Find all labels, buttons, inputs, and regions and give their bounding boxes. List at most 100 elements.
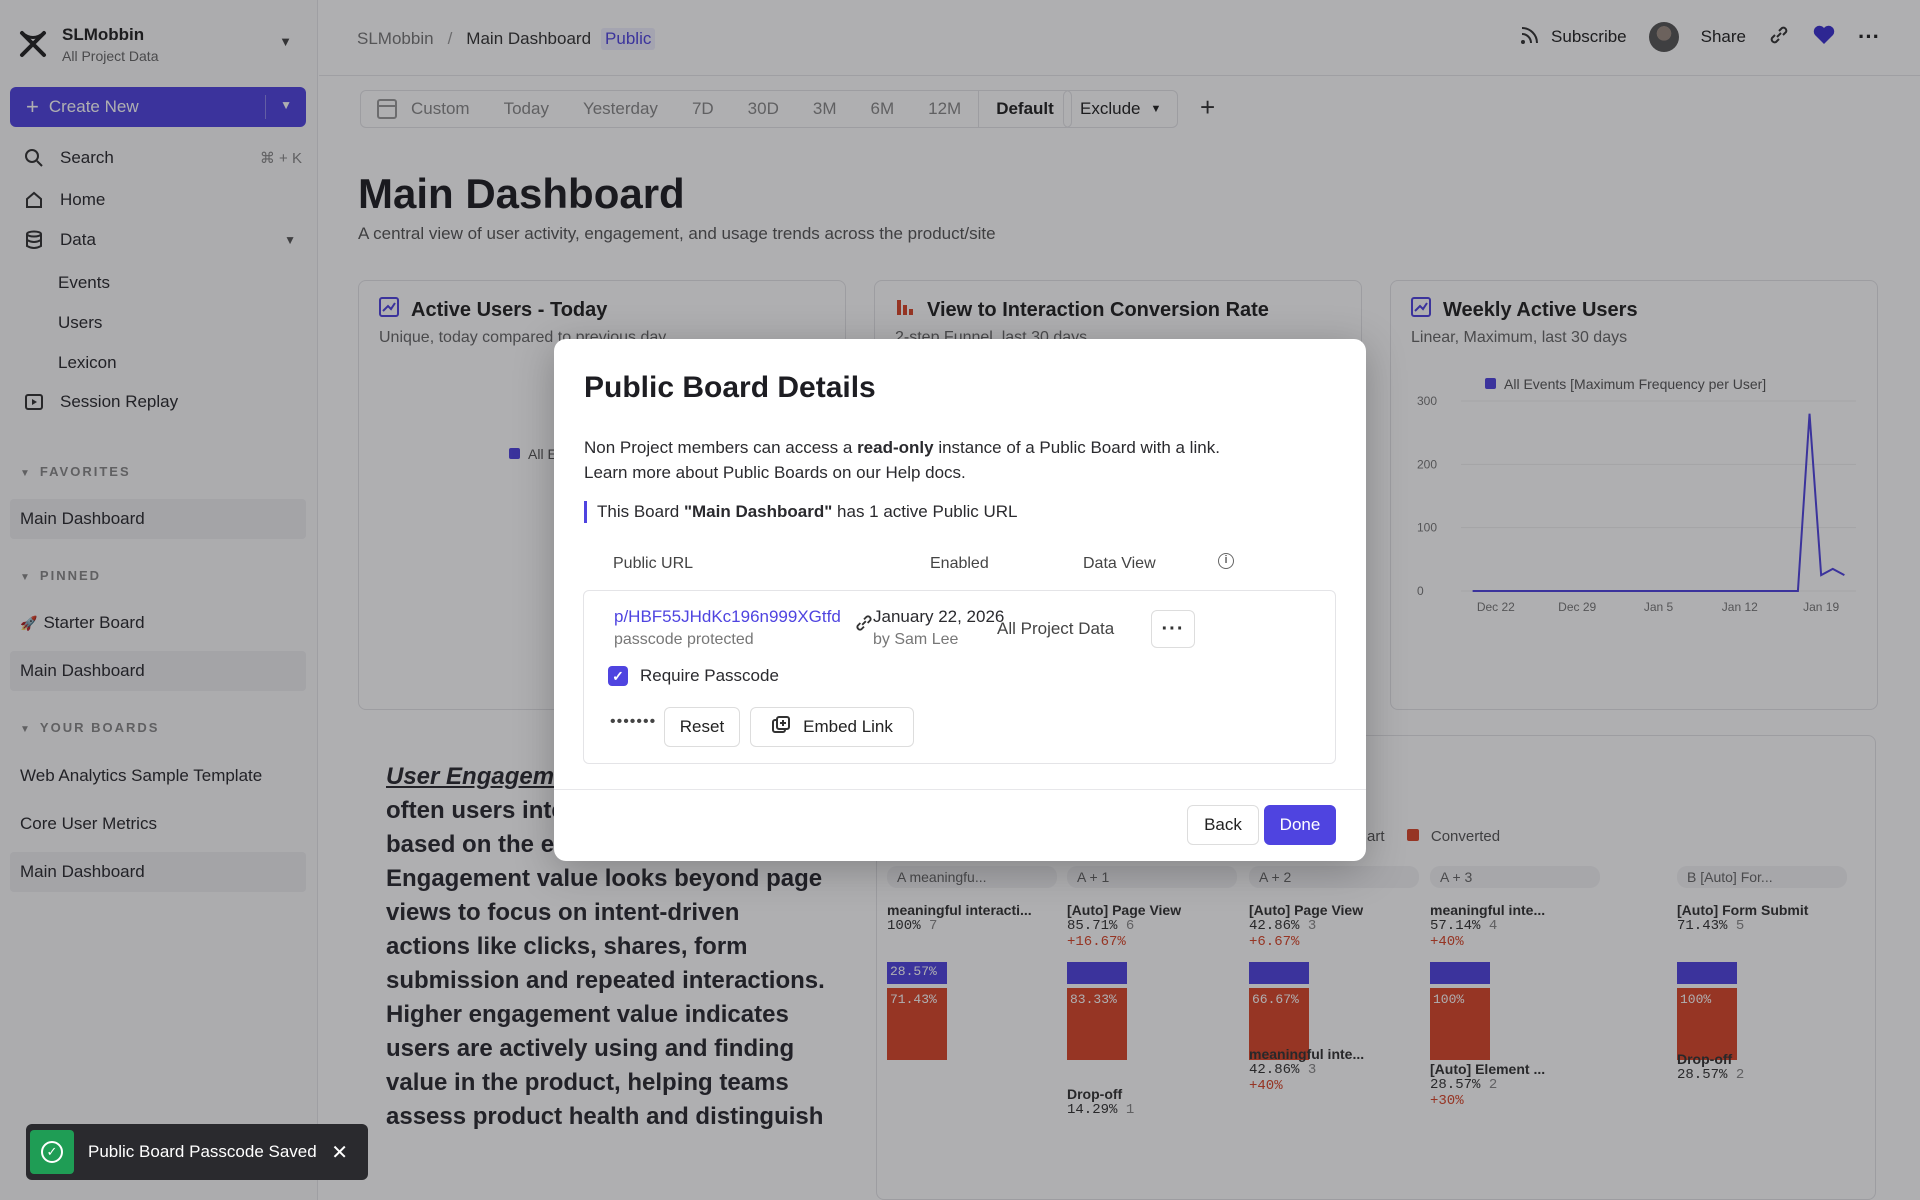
more-icon[interactable]: ···	[1858, 24, 1880, 49]
step-count: 5	[1735, 918, 1745, 934]
sidebar-item-search[interactable]: Search ⌘ + K	[22, 143, 302, 173]
board-item[interactable]: Web Analytics Sample Template	[20, 766, 263, 785]
note-post: has 1 active Public URL	[832, 502, 1018, 521]
require-passcode-label: Require Passcode	[640, 666, 779, 685]
filter-30d[interactable]: 30D	[747, 99, 779, 118]
conversion-title: View to Interaction Conversion Rate	[927, 298, 1269, 321]
avatar[interactable]	[1648, 22, 1679, 52]
funnel-step[interactable]: A + 3 meaningful inte... 57.14% 4 +40% 100%	[1430, 866, 1600, 1060]
modal-description: Non Project members can access a read-on…	[584, 435, 1324, 485]
weekly-active-users-card[interactable]: Weekly Active Users Linear, Maximum, las…	[1390, 280, 1878, 710]
sub-step-name: [Auto] Element ...	[1430, 1061, 1546, 1077]
sidebar-item-users[interactable]: Users	[58, 313, 103, 332]
sidebar-item-lexicon[interactable]: Lexicon	[58, 353, 117, 372]
favorites-section-head[interactable]: ▼ FAVORITES	[20, 464, 131, 479]
back-button[interactable]: Back	[1187, 805, 1259, 845]
replay-icon	[22, 390, 46, 414]
board-item[interactable]: Main Dashboard	[10, 852, 306, 892]
filter-7d[interactable]: 7D	[691, 99, 714, 118]
share-button[interactable]: Share	[1701, 27, 1746, 47]
x-tick-label: Jan 5	[1644, 600, 1674, 614]
share-label: Share	[1700, 27, 1747, 46]
embed-link-label: Embed Link	[803, 717, 893, 736]
checkmark-icon[interactable]: ✓	[608, 666, 628, 686]
step-name: [Auto] Page View	[1067, 902, 1182, 918]
step-head: A meaningfu...	[887, 866, 1057, 888]
heart-icon[interactable]	[1812, 24, 1836, 51]
funnel-step[interactable]: B [Auto] For... [Auto] Form Submit 71.43% …	[1677, 866, 1847, 1060]
sidebar-item-events[interactable]: Events	[58, 273, 110, 292]
filter-3m[interactable]: 3M	[812, 99, 837, 118]
chevron-down-icon[interactable]: ▼	[280, 98, 292, 112]
org-switcher[interactable]: SLMobbin All Project Data ▼	[18, 22, 298, 66]
search-label: Search	[60, 148, 114, 167]
reset-button[interactable]: Reset	[664, 707, 740, 747]
pinned-section-head[interactable]: ▼ PINNED	[20, 568, 101, 583]
pinned-board-label: Starter Board	[43, 613, 145, 632]
sub-step-change: +40%	[1249, 1078, 1283, 1094]
funnel-sub-step[interactable]: meaningful inte... 42.86% 3 +40%	[1249, 1046, 1419, 1094]
wau-title: Weekly Active Users	[1443, 298, 1638, 321]
breadcrumb-org[interactable]: SLMobbin	[357, 29, 434, 48]
sub-step-change: +30%	[1430, 1093, 1464, 1109]
favorite-board-item[interactable]: Main Dashboard	[10, 499, 306, 539]
funnel-step[interactable]: A meaningfu... meaningful interacti... 100…	[887, 866, 1057, 1060]
divider	[265, 95, 266, 119]
enabled-date: January 22, 2026	[873, 607, 1005, 626]
breadcrumb: SLMobbin / Main Dashboard Public	[357, 28, 656, 50]
help-docs-link[interactable]: Learn more about Public Boards on our He…	[584, 463, 966, 482]
filter-6m[interactable]: 6M	[870, 99, 895, 118]
sidebar-item-session-replay[interactable]: Session Replay	[22, 387, 302, 417]
sidebar-item-data[interactable]: Data ▼	[22, 225, 302, 255]
step-name: meaningful interacti...	[887, 902, 1032, 918]
conv-bar: 28.57%	[887, 962, 947, 984]
step-pct: 71.43%	[1677, 918, 1728, 934]
toast-notification: ✓ Public Board Passcode Saved ✕	[26, 1124, 368, 1180]
sidebar-item-home[interactable]: Home	[22, 185, 302, 215]
database-icon	[22, 228, 46, 252]
step-count: 6	[1125, 918, 1135, 934]
done-button[interactable]: Done	[1264, 805, 1336, 845]
close-icon[interactable]: ✕	[331, 1141, 348, 1164]
add-filter-button[interactable]: +	[1200, 92, 1216, 122]
note-pre: This Board	[597, 502, 684, 521]
filter-default[interactable]: Default	[978, 90, 1071, 128]
funnel-step[interactable]: A + 2 [Auto] Page View 42.86% 3 +6.67% 66.67…	[1249, 866, 1419, 1060]
insight-icon	[379, 297, 399, 323]
link-icon[interactable]	[1768, 24, 1790, 51]
step-head: A + 2	[1249, 866, 1419, 888]
step-name: meaningful inte...	[1430, 902, 1546, 918]
funnel-step[interactable]: A + 1 [Auto] Page View 85.71% 6 +16.67% 83.3…	[1067, 866, 1237, 1060]
legend-converted-label: Converted	[1430, 828, 1501, 845]
pinned-board-item[interactable]: 🚀 Starter Board	[10, 603, 306, 643]
exclude-dropdown[interactable]: Exclude ▼	[1063, 90, 1179, 128]
step-head: A + 1	[1067, 866, 1237, 888]
funnel-sub-step[interactable]: [Auto] Element ... 28.57% 2 +30%	[1430, 1061, 1600, 1109]
embed-link-button[interactable]: Embed Link	[750, 707, 914, 747]
subscribe-button[interactable]: Subscribe	[1519, 24, 1627, 51]
breadcrumb-sep: /	[447, 29, 453, 48]
row-more-button[interactable]: ···	[1151, 610, 1195, 648]
info-icon[interactable]: i	[1218, 553, 1234, 569]
filter-12m[interactable]: 12M	[928, 99, 962, 118]
step-name: [Auto] Page View	[1249, 902, 1364, 918]
filter-yesterday[interactable]: Yesterday	[582, 99, 658, 118]
funnel-sub-step[interactable]: Drop-off 28.57% 2	[1677, 1051, 1847, 1083]
filter-custom[interactable]: Custom	[361, 90, 487, 128]
create-new-button[interactable]: + Create New ▼	[10, 87, 306, 127]
funnel-sub-step[interactable]: Drop-off 14.29% 1	[1067, 1086, 1237, 1118]
board-item[interactable]: Core User Metrics	[20, 814, 157, 833]
copy-link-icon[interactable]	[854, 613, 874, 638]
conv-bar	[1430, 962, 1490, 984]
line-chart-icon	[1411, 297, 1431, 323]
pinned-board-item[interactable]: Main Dashboard	[10, 651, 306, 691]
step-pct: 42.86%	[1249, 918, 1300, 934]
public-badge[interactable]: Public	[601, 28, 656, 50]
filter-today[interactable]: Today	[503, 99, 549, 118]
breadcrumb-board[interactable]: Main Dashboard	[466, 29, 592, 48]
require-passcode-checkbox[interactable]: ✓ Require Passcode	[608, 666, 779, 686]
legend-start-label: art	[1367, 828, 1385, 845]
public-url-link[interactable]: p/HBF55JHdKc196n999XGtfd	[614, 607, 841, 626]
your-boards-section-head[interactable]: ▼ YOUR BOARDS	[20, 720, 159, 735]
wau-legend[interactable]: All Events [Maximum Frequency per User]	[1485, 376, 1766, 392]
